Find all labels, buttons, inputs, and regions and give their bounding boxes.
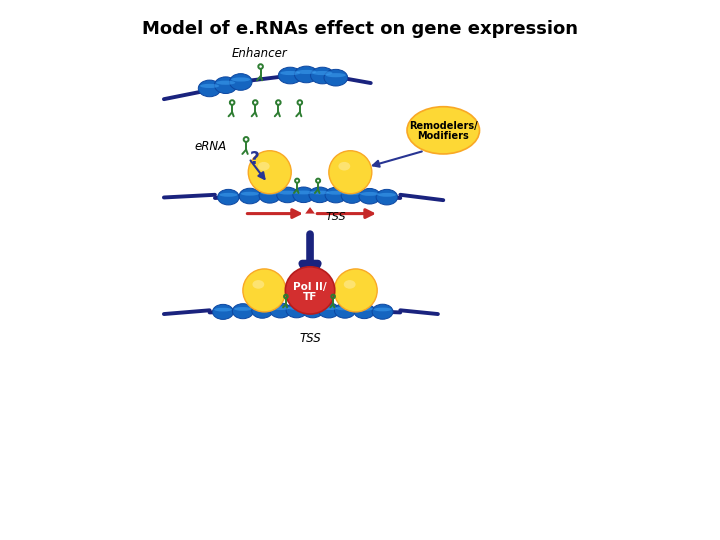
Ellipse shape bbox=[309, 187, 330, 202]
Circle shape bbox=[329, 151, 372, 194]
Ellipse shape bbox=[296, 70, 316, 74]
Ellipse shape bbox=[378, 193, 396, 197]
Ellipse shape bbox=[320, 306, 338, 310]
Ellipse shape bbox=[220, 193, 238, 197]
Text: eRNA: eRNA bbox=[194, 140, 227, 153]
Text: ?: ? bbox=[250, 150, 260, 167]
Circle shape bbox=[243, 269, 286, 312]
Text: Remodelers/: Remodelers/ bbox=[409, 121, 477, 131]
Ellipse shape bbox=[335, 303, 356, 318]
Ellipse shape bbox=[293, 187, 315, 202]
Ellipse shape bbox=[324, 69, 348, 86]
Ellipse shape bbox=[279, 191, 297, 194]
Text: TF: TF bbox=[303, 292, 318, 302]
Text: Modifiers: Modifiers bbox=[418, 131, 469, 141]
Ellipse shape bbox=[304, 306, 322, 310]
Circle shape bbox=[248, 151, 291, 194]
Ellipse shape bbox=[198, 80, 221, 97]
Ellipse shape bbox=[217, 190, 239, 205]
Ellipse shape bbox=[343, 191, 361, 195]
Ellipse shape bbox=[294, 191, 312, 194]
Text: TSS: TSS bbox=[325, 212, 346, 222]
Ellipse shape bbox=[270, 303, 291, 318]
Ellipse shape bbox=[310, 191, 329, 194]
Ellipse shape bbox=[318, 303, 339, 318]
Ellipse shape bbox=[280, 71, 300, 75]
Ellipse shape bbox=[234, 307, 252, 311]
Ellipse shape bbox=[372, 304, 393, 319]
Ellipse shape bbox=[215, 77, 237, 93]
Ellipse shape bbox=[354, 303, 375, 319]
Ellipse shape bbox=[325, 73, 346, 77]
Ellipse shape bbox=[276, 187, 298, 202]
Ellipse shape bbox=[259, 187, 281, 203]
Ellipse shape bbox=[327, 191, 345, 195]
Ellipse shape bbox=[231, 77, 251, 82]
Ellipse shape bbox=[376, 190, 397, 205]
Ellipse shape bbox=[253, 280, 264, 289]
Ellipse shape bbox=[200, 84, 219, 88]
Ellipse shape bbox=[359, 188, 380, 204]
Polygon shape bbox=[305, 207, 315, 214]
Ellipse shape bbox=[374, 308, 392, 312]
Ellipse shape bbox=[253, 307, 271, 310]
Ellipse shape bbox=[279, 67, 302, 84]
Ellipse shape bbox=[310, 67, 334, 84]
Ellipse shape bbox=[212, 305, 233, 319]
Ellipse shape bbox=[285, 267, 335, 314]
Ellipse shape bbox=[407, 107, 480, 154]
Ellipse shape bbox=[312, 71, 333, 75]
Text: Pol II/: Pol II/ bbox=[293, 282, 327, 292]
Ellipse shape bbox=[288, 306, 305, 310]
Ellipse shape bbox=[233, 303, 253, 319]
Ellipse shape bbox=[341, 188, 363, 204]
Ellipse shape bbox=[361, 192, 379, 196]
Ellipse shape bbox=[356, 307, 373, 310]
Ellipse shape bbox=[239, 188, 261, 204]
Ellipse shape bbox=[336, 307, 354, 310]
Ellipse shape bbox=[216, 80, 235, 85]
Ellipse shape bbox=[325, 187, 346, 203]
Ellipse shape bbox=[338, 162, 350, 171]
Ellipse shape bbox=[214, 308, 232, 312]
Ellipse shape bbox=[261, 191, 279, 195]
Ellipse shape bbox=[302, 303, 323, 318]
Circle shape bbox=[334, 269, 377, 312]
Ellipse shape bbox=[230, 73, 252, 90]
Ellipse shape bbox=[294, 66, 318, 83]
Ellipse shape bbox=[271, 306, 289, 310]
Ellipse shape bbox=[343, 280, 356, 289]
Ellipse shape bbox=[252, 303, 273, 318]
Ellipse shape bbox=[286, 303, 307, 318]
Text: Enhancer: Enhancer bbox=[232, 48, 288, 60]
Ellipse shape bbox=[258, 162, 269, 171]
Text: TSS: TSS bbox=[300, 332, 321, 345]
Text: Model of e.RNAs effect on gene expression: Model of e.RNAs effect on gene expressio… bbox=[142, 20, 578, 38]
Ellipse shape bbox=[240, 192, 259, 195]
